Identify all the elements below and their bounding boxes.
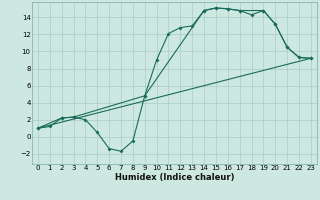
X-axis label: Humidex (Indice chaleur): Humidex (Indice chaleur) (115, 173, 234, 182)
